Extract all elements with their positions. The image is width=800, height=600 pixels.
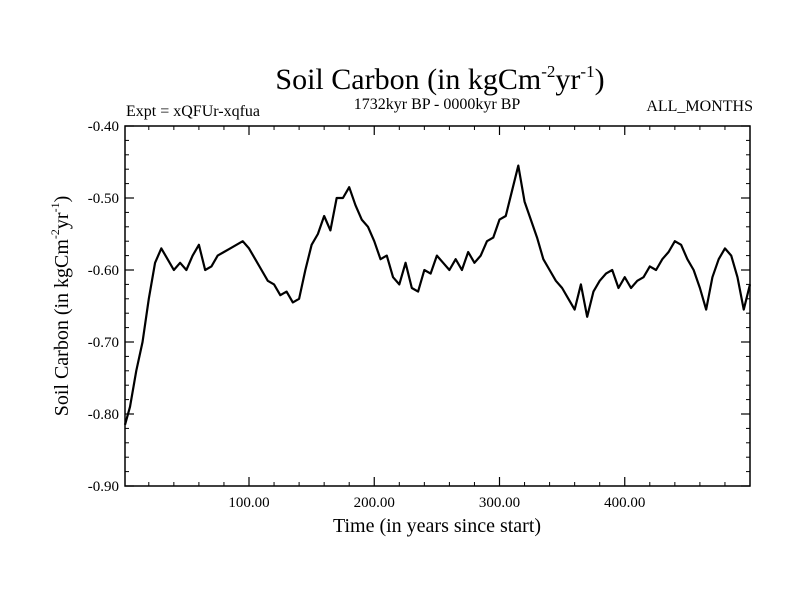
x-axis-label: Time (in years since start)	[333, 515, 541, 537]
chart-title-mid: yr	[555, 63, 580, 96]
y-axis-label-main: Soil Carbon (in kgCm	[51, 239, 73, 417]
series-group	[123, 164, 752, 426]
chart-title-sup1: -2	[541, 62, 555, 81]
y-axis-label: Soil Carbon (in kgCm-2yr-1)	[48, 196, 73, 417]
y-tick-label: -0.70	[88, 335, 119, 351]
x-tick-label: 300.00	[479, 495, 520, 511]
subtitle-months: ALL_MONTHS	[646, 98, 753, 115]
x-tick-label: 400.00	[604, 495, 645, 511]
y-tick-label: -0.40	[88, 119, 119, 135]
chart-title: Soil Carbon (in kgCm-2yr-1)	[275, 62, 604, 96]
chart-title-end: )	[595, 63, 605, 96]
subtitle-period: 1732kyr BP - 0000kyr BP	[354, 96, 521, 113]
plot-frame	[124, 125, 751, 487]
x-tick-label: 100.00	[228, 495, 269, 511]
y-axis-ticks: -0.90 -0.80 -0.70 -0.60 -0.50 -0.40	[88, 119, 750, 495]
y-axis-label-sup2: -1	[48, 202, 62, 212]
chart-title-sup2: -1	[580, 62, 594, 81]
y-tick-label: -0.80	[88, 407, 119, 423]
series-line-soil-carbon	[123, 164, 752, 426]
y-tick-label: -0.60	[88, 263, 119, 279]
y-axis-label-mid: yr	[51, 212, 73, 229]
y-tick-label: -0.50	[88, 191, 119, 207]
y-axis-label-end: )	[51, 196, 73, 203]
chart-title-main: Soil Carbon (in kgCm	[275, 63, 541, 96]
y-axis-label-sup1: -2	[48, 229, 62, 239]
y-tick-label: -0.90	[88, 479, 119, 495]
x-axis-ticks: 100.00 200.00 300.00 400.00	[148, 126, 726, 511]
subtitle-experiment: Expt = xQFUr-xqfua	[126, 103, 260, 120]
x-tick-label: 200.00	[354, 495, 395, 511]
